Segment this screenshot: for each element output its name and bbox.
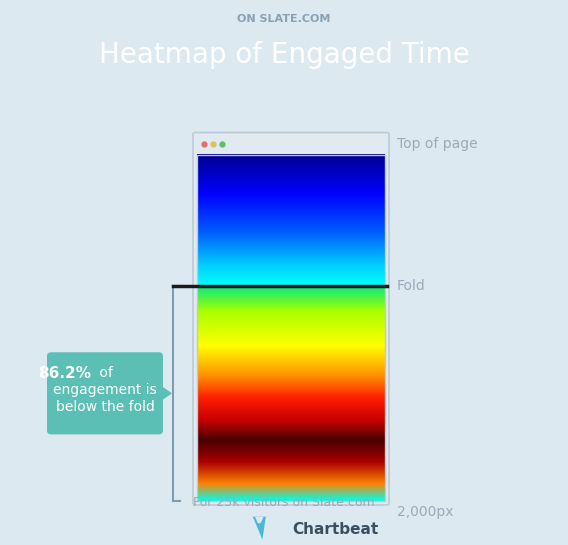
Text: below the fold: below the fold <box>56 401 154 414</box>
Text: Top of page: Top of page <box>397 137 478 150</box>
Text: 86.2%: 86.2% <box>38 366 91 381</box>
Polygon shape <box>159 384 172 402</box>
Text: Fold: Fold <box>397 278 426 293</box>
Text: engagement is: engagement is <box>53 383 157 397</box>
Text: Chartbeat: Chartbeat <box>293 522 379 537</box>
Text: For 25k visitors on Slate.com: For 25k visitors on Slate.com <box>193 496 375 509</box>
Polygon shape <box>255 517 264 523</box>
Text: of: of <box>95 366 113 380</box>
Text: 2,000px: 2,000px <box>397 505 453 519</box>
Polygon shape <box>253 517 266 540</box>
Text: ON SLATE.COM: ON SLATE.COM <box>237 14 331 23</box>
FancyBboxPatch shape <box>47 352 163 434</box>
Bar <box>197 155 385 501</box>
Text: Heatmap of Engaged Time: Heatmap of Engaged Time <box>99 41 469 69</box>
FancyBboxPatch shape <box>193 132 389 505</box>
